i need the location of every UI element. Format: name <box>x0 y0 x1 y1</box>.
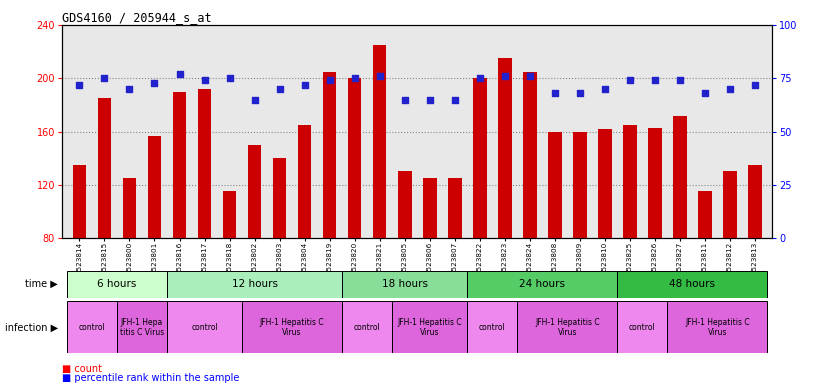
Text: 24 hours: 24 hours <box>520 279 565 289</box>
Text: JFH-1 Hepatitis C
Virus: JFH-1 Hepatitis C Virus <box>685 318 749 337</box>
Point <box>423 96 436 103</box>
Point <box>148 79 161 86</box>
Bar <box>248 145 261 238</box>
Bar <box>67 271 167 298</box>
Bar <box>673 116 686 238</box>
Bar <box>117 301 167 353</box>
Bar <box>623 125 637 238</box>
Bar <box>667 301 767 353</box>
Bar <box>448 178 462 238</box>
Point <box>648 77 662 83</box>
Point <box>398 96 411 103</box>
Text: control: control <box>479 323 506 332</box>
Bar <box>617 271 767 298</box>
Bar <box>223 192 236 238</box>
Text: 48 hours: 48 hours <box>669 279 715 289</box>
Bar <box>148 136 161 238</box>
Bar <box>468 271 617 298</box>
Point <box>698 90 711 96</box>
Point <box>748 81 762 88</box>
Point <box>448 96 461 103</box>
Point <box>273 86 286 92</box>
Bar <box>748 165 762 238</box>
Text: infection ▶: infection ▶ <box>5 322 58 333</box>
Point <box>123 86 136 92</box>
Point <box>598 86 611 92</box>
Bar <box>523 71 537 238</box>
Text: control: control <box>78 323 106 332</box>
Bar <box>373 45 387 238</box>
Point <box>623 77 636 83</box>
Point <box>724 86 737 92</box>
Bar <box>323 71 336 238</box>
Text: JFH-1 Hepatitis C
Virus: JFH-1 Hepatitis C Virus <box>535 318 600 337</box>
Bar <box>122 178 136 238</box>
Text: 6 hours: 6 hours <box>97 279 136 289</box>
Point <box>323 77 336 83</box>
Point <box>298 81 311 88</box>
Bar <box>273 158 287 238</box>
Bar <box>617 301 667 353</box>
Bar <box>598 129 611 238</box>
Text: control: control <box>354 323 381 332</box>
Text: time ▶: time ▶ <box>25 279 58 289</box>
Point <box>673 77 686 83</box>
Point <box>248 96 261 103</box>
Bar <box>97 98 112 238</box>
Bar <box>167 301 242 353</box>
Bar <box>73 165 87 238</box>
Text: 18 hours: 18 hours <box>382 279 428 289</box>
Bar <box>342 301 392 353</box>
Text: ■ count: ■ count <box>62 364 102 374</box>
Bar <box>348 78 362 238</box>
Point <box>198 77 211 83</box>
Point <box>548 90 562 96</box>
Text: GDS4160 / 205944_s_at: GDS4160 / 205944_s_at <box>62 11 211 24</box>
Text: control: control <box>629 323 656 332</box>
Point <box>373 73 387 79</box>
Bar <box>648 127 662 238</box>
Point <box>97 75 111 81</box>
Bar <box>392 301 468 353</box>
Bar <box>517 301 617 353</box>
Text: 12 hours: 12 hours <box>231 279 278 289</box>
Bar <box>242 301 342 353</box>
Bar <box>173 91 187 238</box>
Bar <box>423 178 436 238</box>
Bar <box>197 89 211 238</box>
Text: JFH-1 Hepatitis C
Virus: JFH-1 Hepatitis C Virus <box>259 318 325 337</box>
Text: JFH-1 Hepa
titis C Virus: JFH-1 Hepa titis C Virus <box>120 318 164 337</box>
Bar <box>468 301 517 353</box>
Bar <box>472 78 487 238</box>
Point <box>523 73 536 79</box>
Bar <box>498 58 511 238</box>
Point <box>473 75 487 81</box>
Text: ■ percentile rank within the sample: ■ percentile rank within the sample <box>62 373 240 383</box>
Point <box>498 73 511 79</box>
Point <box>223 75 236 81</box>
Bar <box>342 271 468 298</box>
Bar <box>67 301 117 353</box>
Bar <box>548 131 562 238</box>
Point <box>573 90 586 96</box>
Point <box>348 75 361 81</box>
Bar <box>723 172 737 238</box>
Point <box>173 71 186 77</box>
Bar <box>297 125 311 238</box>
Point <box>73 81 86 88</box>
Text: control: control <box>191 323 218 332</box>
Bar <box>698 192 712 238</box>
Bar <box>398 172 411 238</box>
Text: JFH-1 Hepatitis C
Virus: JFH-1 Hepatitis C Virus <box>397 318 462 337</box>
Bar <box>573 131 586 238</box>
Bar <box>167 271 342 298</box>
